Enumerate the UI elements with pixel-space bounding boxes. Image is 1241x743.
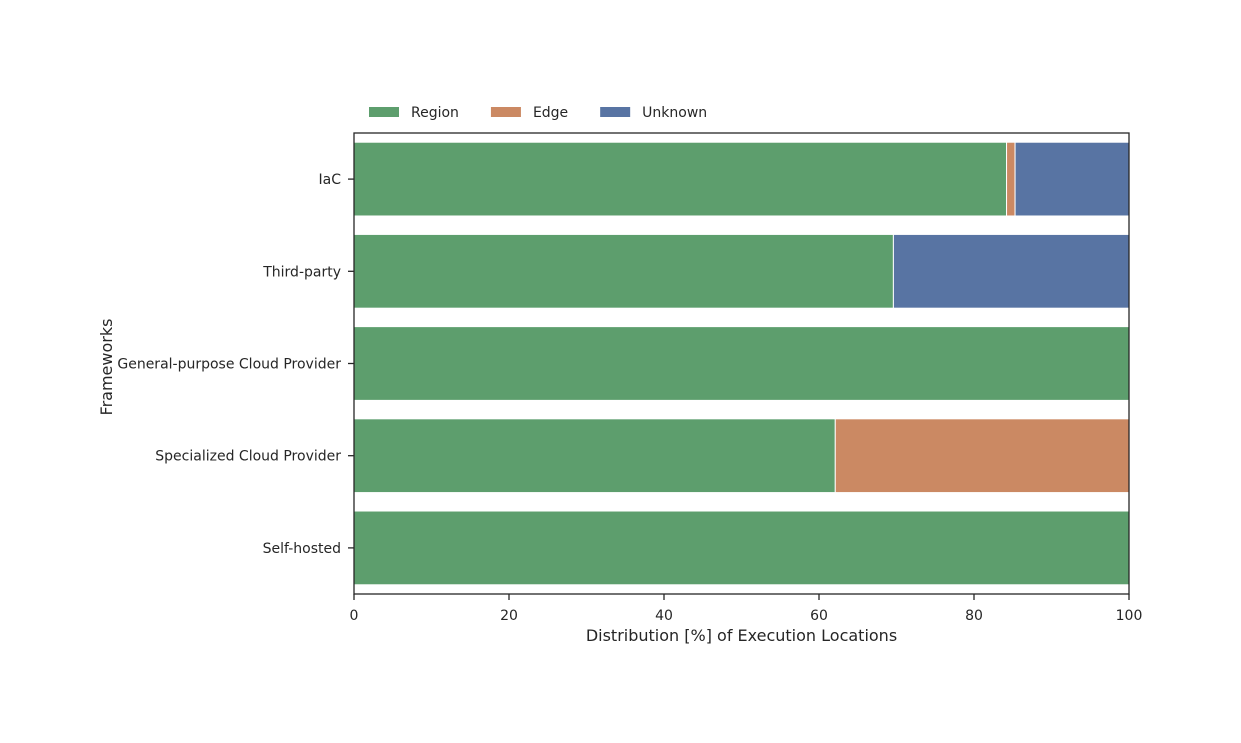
legend-swatch-edge	[490, 107, 521, 117]
bars-layer	[353, 141, 1130, 586]
legend-swatch-unknown	[600, 107, 631, 117]
bar-region-1	[353, 233, 894, 309]
bar-region-0	[353, 141, 1008, 217]
y-tick-label: IaC	[319, 172, 342, 188]
y-tick-label: General-purpose Cloud Provider	[117, 357, 341, 373]
y-tick-label: Self-hosted	[263, 541, 341, 557]
legend-label-unknown: Unknown	[642, 105, 707, 121]
legend-label-edge: Edge	[533, 105, 568, 121]
y-axis-title: Frameworks	[97, 319, 116, 416]
x-tick-label: 80	[965, 608, 983, 624]
x-tick-label: 0	[350, 608, 359, 624]
bar-edge-3	[834, 418, 1130, 494]
x-tick-label: 40	[655, 608, 673, 624]
legend: Region Edge Unknown	[369, 105, 707, 121]
legend-label-region: Region	[411, 105, 459, 121]
bar-region-2	[353, 326, 1130, 401]
x-axis-title: Distribution [%] of Execution Locations	[586, 626, 897, 645]
y-ticks: IaC Third-party General-purpose Cloud Prov…	[117, 172, 354, 557]
y-tick-label: Third-party	[262, 264, 341, 280]
bar-edge-0	[1006, 141, 1016, 217]
x-ticks: 0 20 40 60 80 100	[350, 594, 1143, 624]
x-tick-label: 60	[810, 608, 828, 624]
x-tick-label: 20	[500, 608, 518, 624]
x-tick-label: 100	[1116, 608, 1143, 624]
bar-unknown-1	[892, 233, 1130, 309]
bar-unknown-0	[1014, 141, 1130, 217]
legend-swatch-region	[369, 107, 399, 117]
y-tick-label: Specialized Cloud Provider	[155, 449, 341, 465]
bar-region-3	[353, 418, 836, 494]
bar-region-4	[353, 510, 1130, 586]
